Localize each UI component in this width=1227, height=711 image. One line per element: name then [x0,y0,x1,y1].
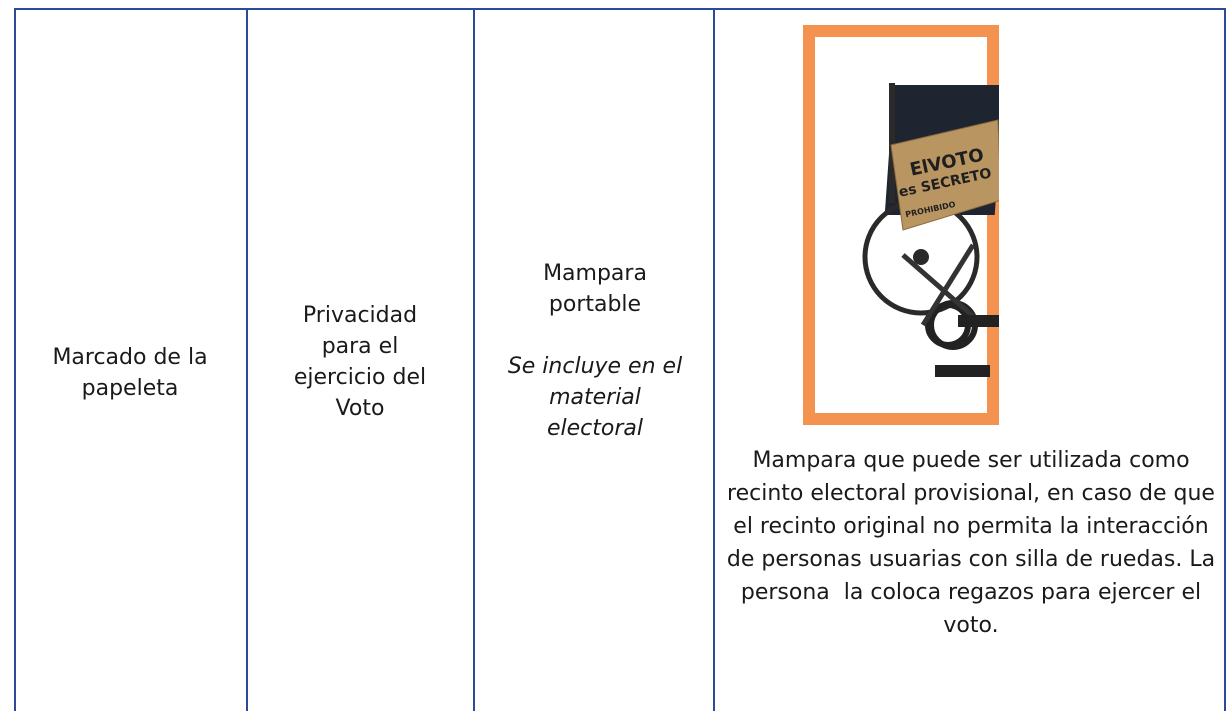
column-border [1224,8,1226,711]
cardboard-box [890,119,999,231]
wheelchair [862,83,999,377]
cell-text: Marcado de la papeleta [52,345,208,401]
column-border [246,8,248,711]
column-border [14,8,16,711]
photo: ElVOTO es SECRETO PROHIBIDO [803,25,999,425]
image-caption: Mampara que puede ser utilizada como rec… [726,448,1223,638]
cell-text: Privacidad para el ejercicio del Voto [293,303,427,421]
table-border [14,8,1225,10]
cell-block: Mampara portable Se incluye en el materi… [505,258,685,444]
column-border [713,8,715,711]
column-border [473,8,475,711]
cell-title: Mampara portable [543,261,647,317]
cell-note: Se incluye en el material electoral [507,354,683,441]
